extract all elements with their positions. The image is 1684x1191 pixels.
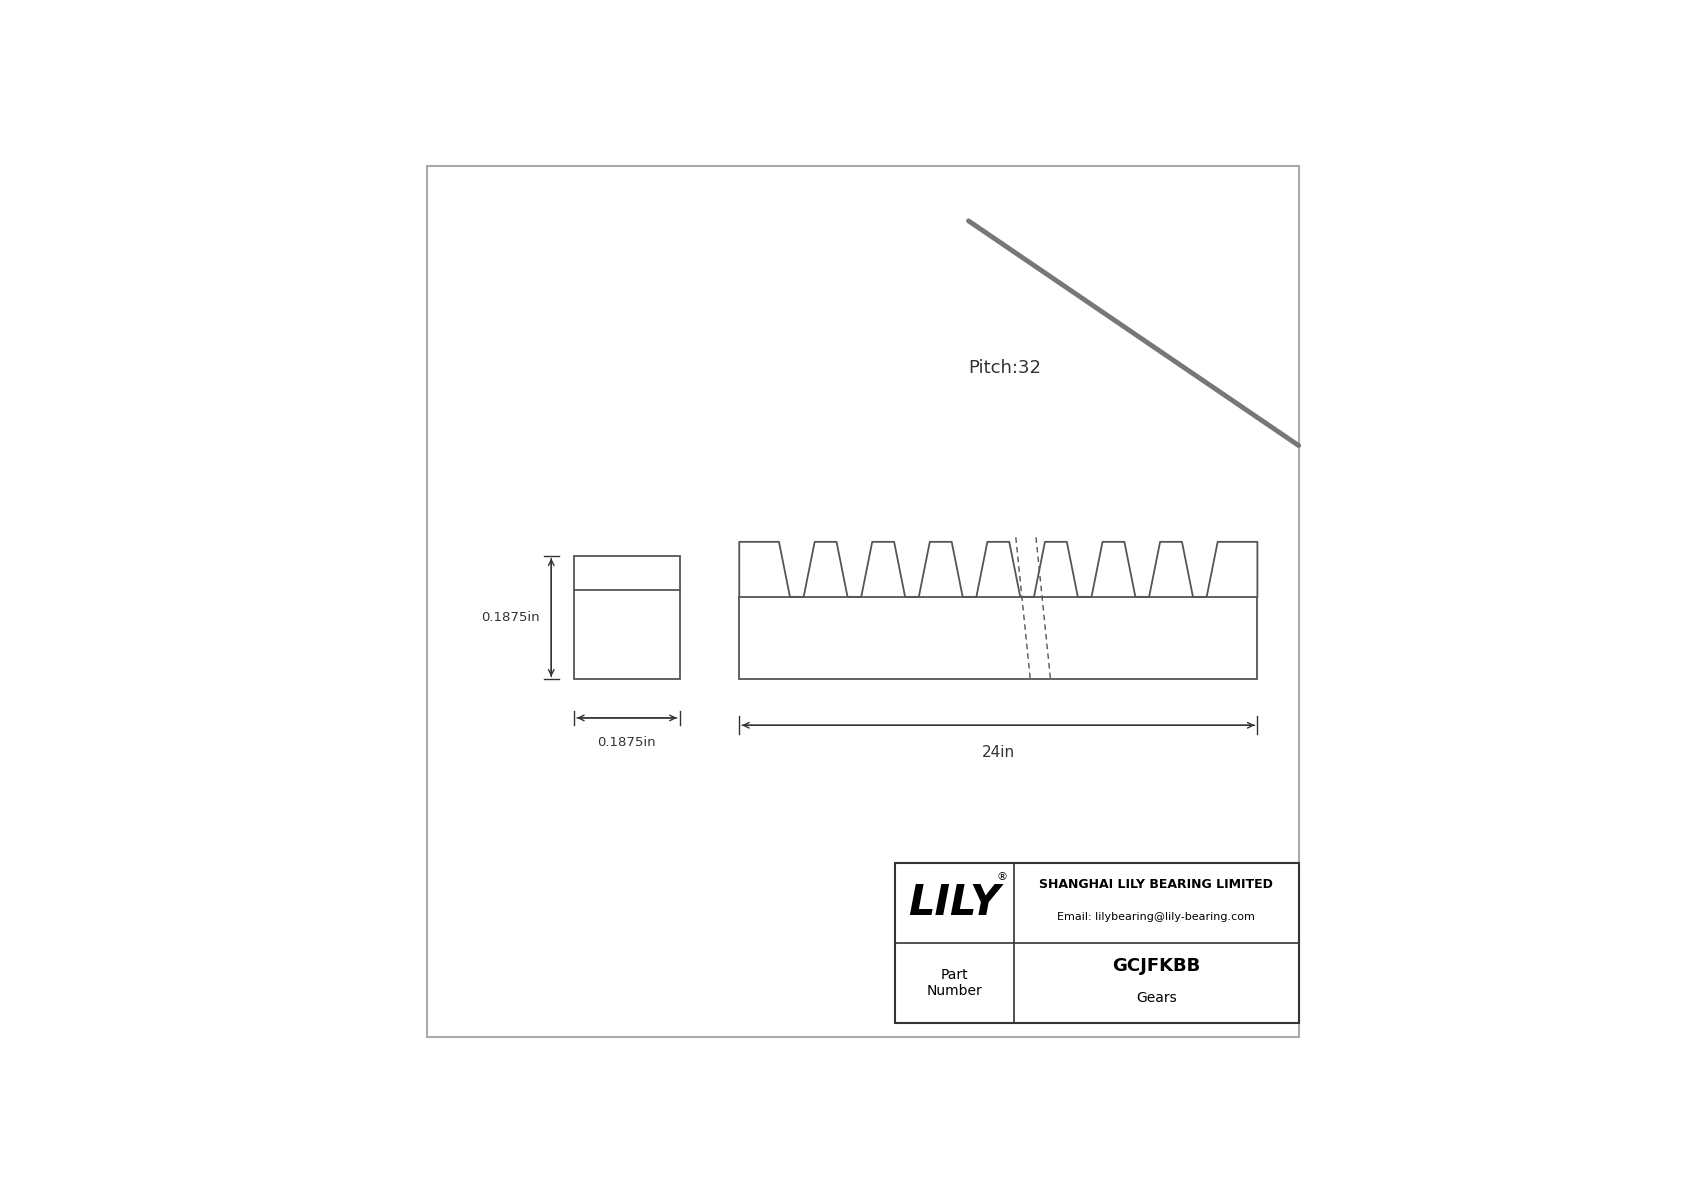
Text: 24in: 24in [982,746,1015,760]
Text: 0.1875in: 0.1875in [482,611,541,624]
Text: Part
Number: Part Number [926,968,982,998]
Text: GCJFKBB: GCJFKBB [1113,958,1201,975]
Bar [896,862,1298,1023]
Text: Pitch:32: Pitch:32 [968,358,1041,376]
Text: 0.1875in: 0.1875in [598,736,657,749]
Text: LILY: LILY [909,881,1000,924]
Text: Email: lilybearing@lily-bearing.com: Email: lilybearing@lily-bearing.com [1058,912,1255,922]
Text: Gears: Gears [1137,991,1177,1005]
Text: SHANGHAI LILY BEARING LIMITED: SHANGHAI LILY BEARING LIMITED [1039,878,1273,891]
Text: ®: ® [997,872,1007,883]
Bar [574,555,680,679]
Bar [739,597,1258,679]
